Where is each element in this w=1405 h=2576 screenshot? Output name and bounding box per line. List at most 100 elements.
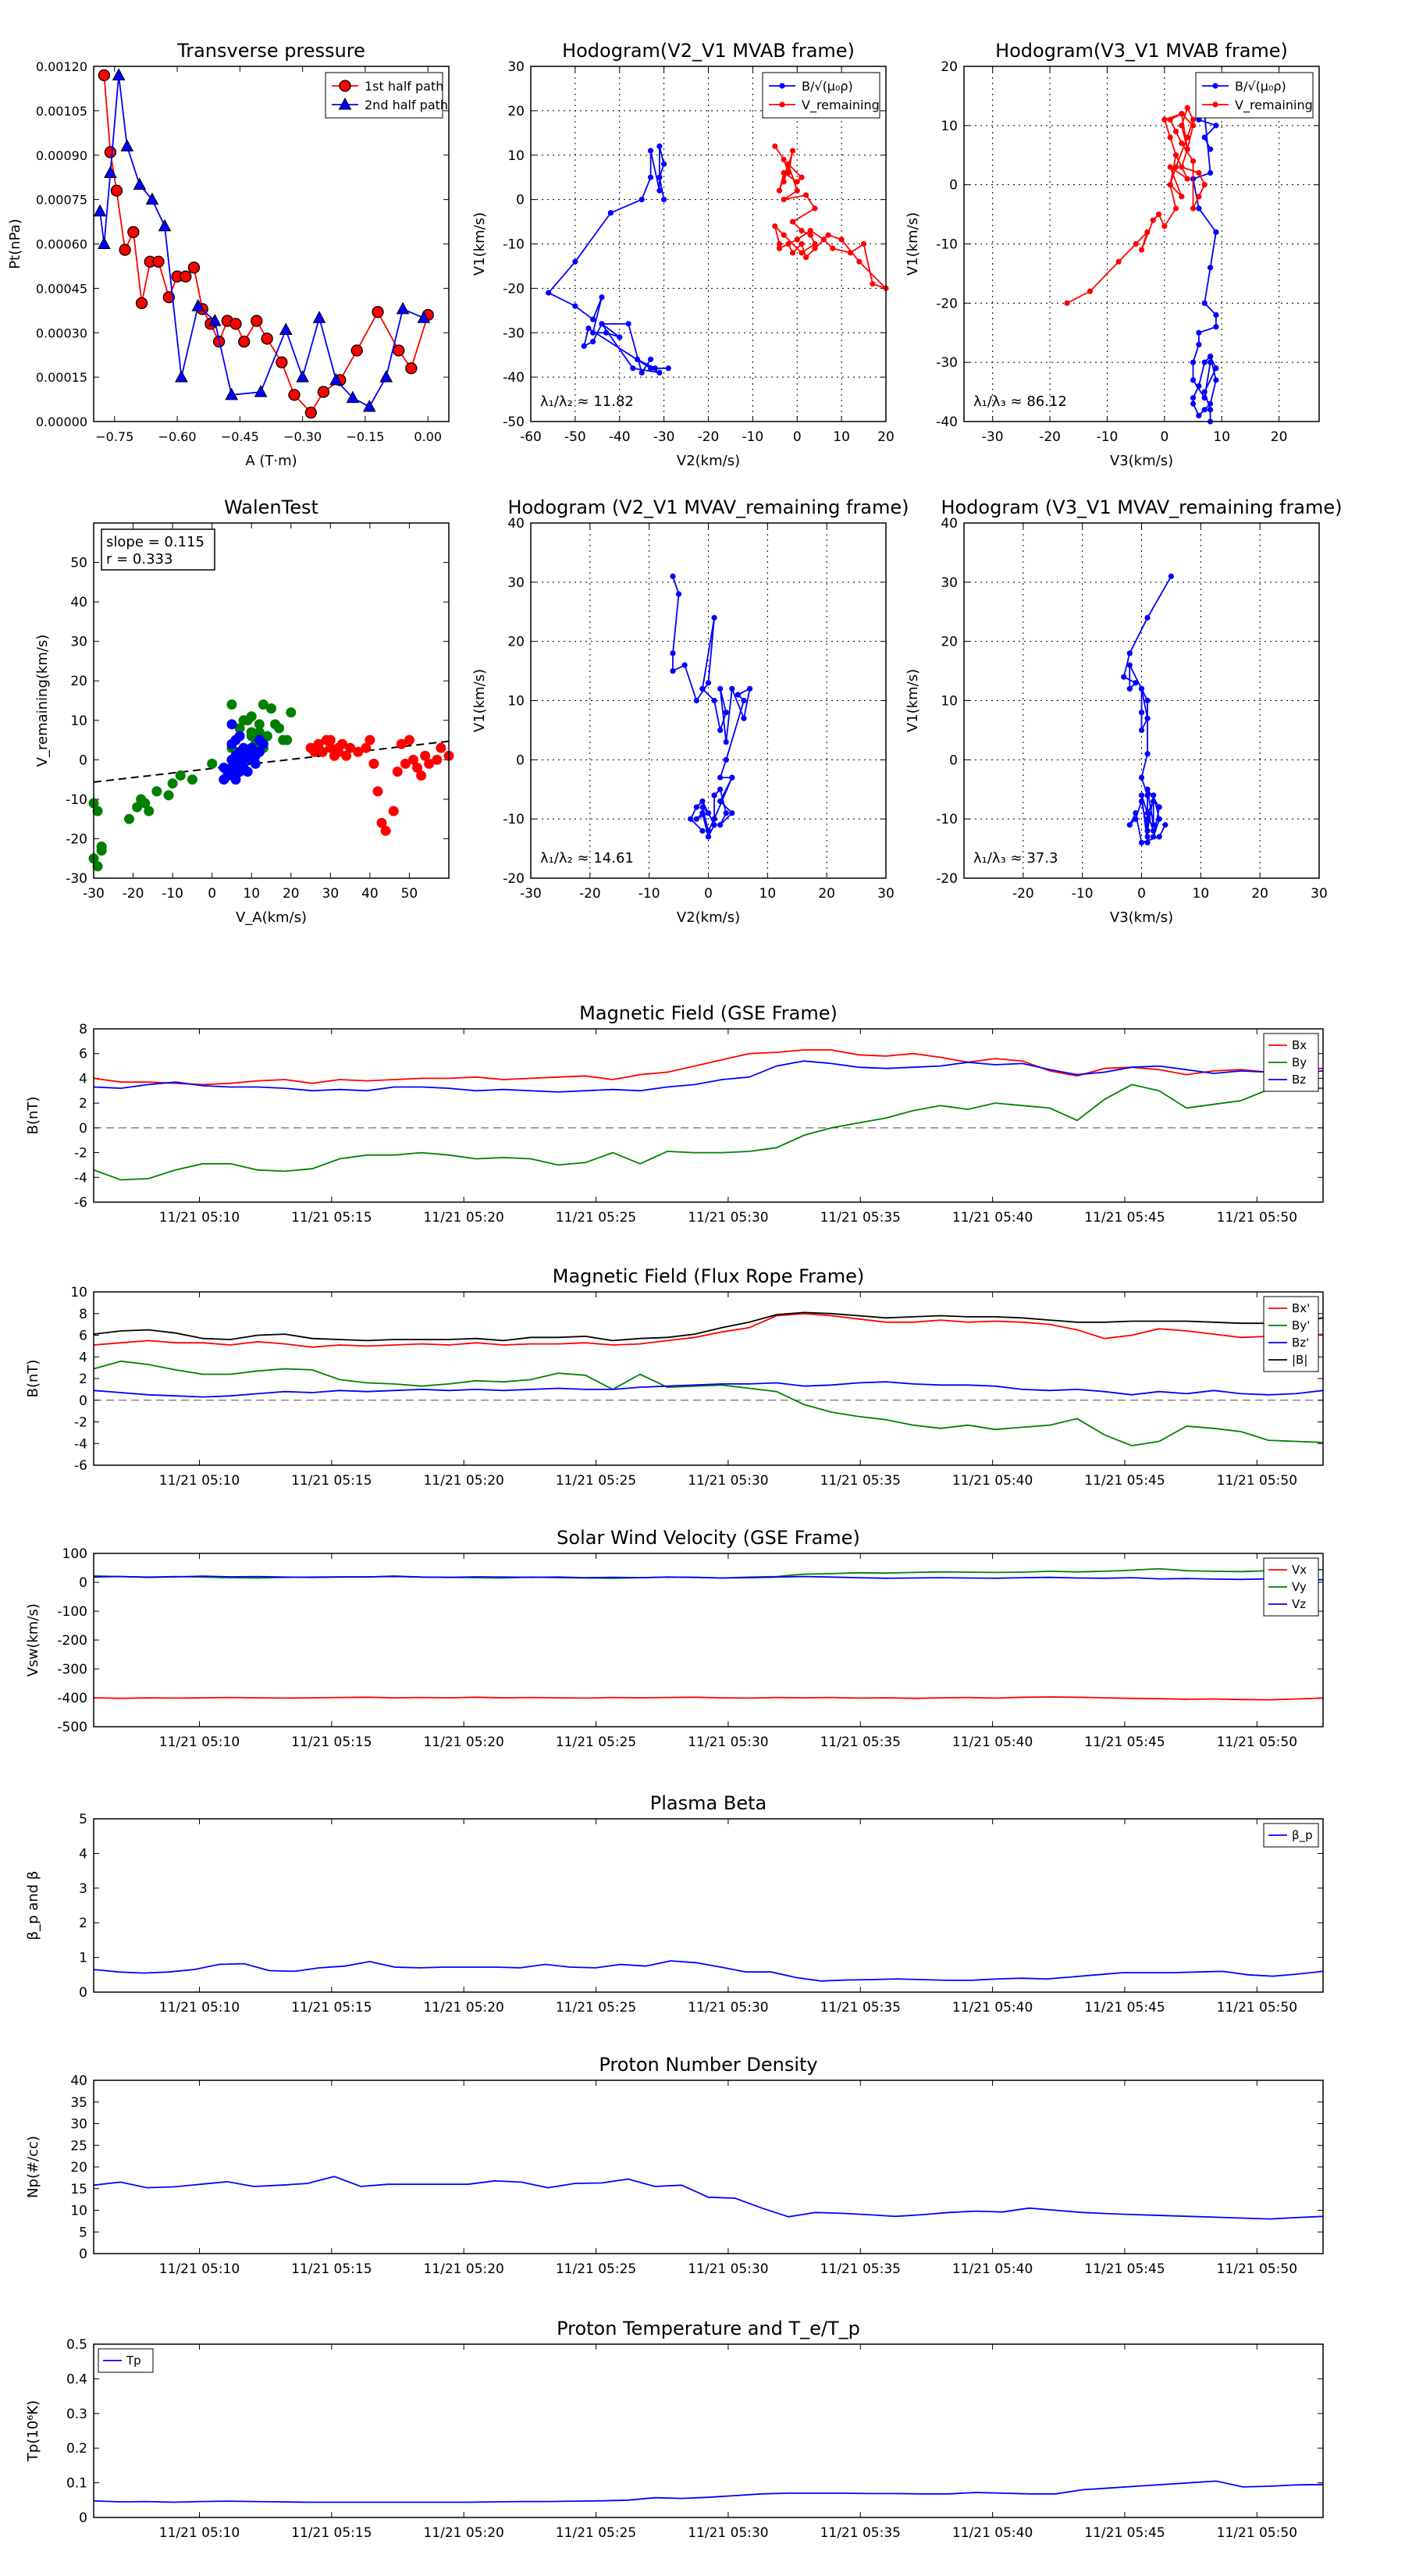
y-axis-label: V1(km/s)	[905, 669, 921, 732]
data-point	[799, 227, 805, 234]
data-point	[424, 758, 435, 769]
data-point	[799, 174, 805, 180]
x-tick-label: 11/21 05:20	[423, 2525, 503, 2541]
chart-magnetic-field-gse: 11/21 05:10 11/21 05:15 11/21 05:20 11/21 0…	[25, 1002, 1324, 1226]
data-point	[1207, 353, 1214, 360]
x-tick-label: 11/21 05:35	[820, 2525, 901, 2541]
data-point	[1190, 158, 1197, 164]
data-point	[1196, 194, 1202, 200]
data-point	[1179, 111, 1185, 117]
data-point	[1207, 407, 1214, 413]
y-tick-label: 35	[70, 2095, 87, 2111]
data-point	[776, 240, 783, 247]
x-tick-label: 11/21 05:40	[952, 2000, 1033, 2016]
y-tick-label: 30	[507, 59, 525, 75]
data-point	[393, 344, 405, 357]
data-point	[1151, 792, 1157, 799]
data-point	[603, 329, 610, 336]
data-point	[847, 250, 854, 256]
data-point	[1126, 822, 1133, 828]
y-tick-label: 20	[941, 59, 958, 75]
y-tick-label: 0	[79, 1985, 87, 2001]
legend-label: V_remaining	[802, 98, 880, 113]
y-tick-label: 3	[79, 1881, 87, 1897]
x-tick-label: 0	[793, 429, 802, 445]
data-point	[789, 148, 796, 154]
y-tick-label: -4	[74, 1436, 87, 1452]
x-tick-label: 11/21 05:10	[159, 1210, 240, 1226]
y-tick-label: -20	[66, 831, 87, 847]
data-point	[746, 685, 753, 692]
legend-label: 2nd half path	[365, 98, 448, 112]
y-tick-label: 6	[79, 1329, 87, 1344]
legend: B/√(μ₀ρ) V_remaining	[762, 72, 880, 119]
data-point	[230, 774, 241, 785]
chart-proton-temperature: 11/21 05:10 11/21 05:15 11/21 05:20 11/21 0…	[25, 2318, 1324, 2541]
data-point	[794, 187, 800, 194]
x-tick-label: 11/21 05:20	[423, 2261, 503, 2277]
y-axis-label: Pt(nPa)	[7, 219, 23, 269]
y-tick-label: 40	[70, 595, 87, 610]
y-tick-label: 0.5	[66, 2337, 87, 2353]
series-Bz	[93, 1060, 1324, 1093]
stats-box-frame	[101, 528, 215, 571]
series-line	[774, 145, 887, 290]
data-point	[723, 710, 729, 716]
data-point	[187, 774, 197, 785]
y-tick-label: 0	[79, 1393, 87, 1409]
data-point	[705, 827, 712, 834]
data-point	[246, 727, 257, 738]
legend: B/√(μ₀ρ) V_remaining	[1195, 72, 1314, 119]
data-point	[572, 303, 578, 309]
data-point	[1184, 176, 1190, 182]
data-point	[1144, 834, 1151, 840]
data-point	[656, 174, 663, 180]
data-point	[638, 369, 645, 376]
x-tick-label: -20	[123, 886, 144, 902]
x-tick-label: 10	[759, 886, 777, 902]
x-tick-label: 30	[1311, 886, 1328, 902]
legend: Bx' By' Bz' |B|	[1263, 1296, 1319, 1372]
x-tick-label: 11/21 05:10	[159, 2525, 240, 2541]
y-tick-label: 4	[79, 1846, 87, 1862]
y-axis-label: B(nT)	[25, 1097, 41, 1135]
series-green	[88, 699, 297, 872]
y-tick-label: 20	[941, 635, 958, 650]
plot-frame	[963, 522, 1320, 879]
data-point	[104, 146, 117, 158]
data-point	[242, 750, 253, 761]
legend-label: Bx	[1292, 1038, 1307, 1052]
x-tick-label: 11/21 05:30	[688, 1735, 768, 1750]
data-point	[92, 806, 103, 817]
data-point	[404, 735, 414, 745]
legend-marker	[779, 101, 785, 108]
plot-frame	[93, 1028, 1324, 1203]
data-point	[1190, 116, 1197, 123]
series-B/√(μ₀ρ)	[1190, 111, 1219, 425]
y-tick-label: -20	[503, 871, 525, 887]
data-point	[1144, 827, 1151, 834]
x-tick-label: 11/21 05:50	[1217, 2000, 1297, 2016]
data-point	[781, 232, 787, 238]
data-point	[1138, 798, 1145, 805]
data-point	[372, 786, 383, 797]
data-point	[1207, 265, 1214, 271]
x-tick-label: 30	[322, 886, 340, 902]
y-tick-label: -6	[74, 1195, 87, 1211]
data-point	[717, 727, 724, 734]
data-point	[705, 680, 712, 686]
x-tick-label: 11/21 05:50	[1217, 1735, 1297, 1750]
data-point	[1167, 182, 1173, 188]
data-point	[380, 825, 391, 836]
data-point	[825, 232, 831, 238]
data-point	[599, 321, 605, 327]
x-tick-label: -20	[579, 886, 601, 902]
data-point	[803, 192, 809, 198]
x-tick-label: -30	[653, 429, 675, 445]
x-tick-label: -20	[1012, 886, 1034, 902]
legend-box	[762, 72, 880, 119]
plot-frame	[93, 2343, 1324, 2518]
legend-marker	[338, 97, 352, 110]
data-point	[711, 816, 717, 822]
y-tick-label: 30	[941, 575, 958, 591]
